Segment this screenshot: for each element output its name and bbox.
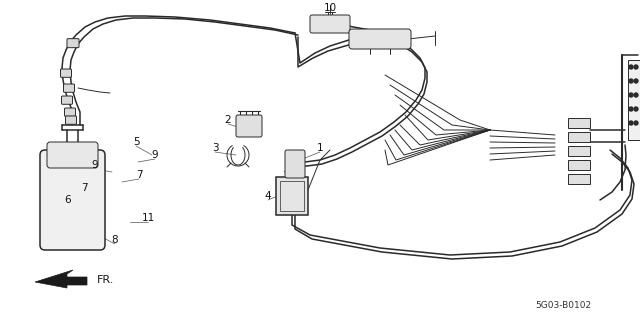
Polygon shape xyxy=(35,270,87,288)
FancyBboxPatch shape xyxy=(285,150,305,178)
Text: 9: 9 xyxy=(92,160,99,170)
Bar xyxy=(568,146,590,156)
Bar xyxy=(628,60,640,140)
Text: 7: 7 xyxy=(81,183,87,193)
Text: 4: 4 xyxy=(265,191,271,201)
Circle shape xyxy=(634,121,638,125)
FancyBboxPatch shape xyxy=(63,84,74,92)
FancyBboxPatch shape xyxy=(349,29,411,49)
FancyBboxPatch shape xyxy=(61,96,72,104)
Text: 3: 3 xyxy=(212,143,218,153)
FancyBboxPatch shape xyxy=(67,39,79,48)
Circle shape xyxy=(629,107,633,111)
FancyBboxPatch shape xyxy=(61,69,72,77)
FancyBboxPatch shape xyxy=(236,115,262,137)
Text: FR.: FR. xyxy=(97,275,115,285)
Text: 2: 2 xyxy=(225,115,231,125)
Circle shape xyxy=(629,93,633,97)
FancyBboxPatch shape xyxy=(47,142,98,168)
Text: 8: 8 xyxy=(112,235,118,245)
Bar xyxy=(568,132,590,142)
Circle shape xyxy=(629,65,633,69)
FancyBboxPatch shape xyxy=(65,116,77,124)
Text: 5G03-B0102: 5G03-B0102 xyxy=(535,300,591,309)
Circle shape xyxy=(634,93,638,97)
Text: 11: 11 xyxy=(141,213,155,223)
Bar xyxy=(568,160,590,170)
Circle shape xyxy=(634,65,638,69)
Text: 6: 6 xyxy=(65,195,71,205)
FancyBboxPatch shape xyxy=(65,108,76,116)
Bar xyxy=(568,174,590,184)
FancyBboxPatch shape xyxy=(40,150,105,250)
Circle shape xyxy=(629,121,633,125)
Circle shape xyxy=(629,79,633,83)
Bar xyxy=(568,118,590,128)
Text: 1: 1 xyxy=(317,143,323,153)
Text: 7: 7 xyxy=(136,170,142,180)
FancyBboxPatch shape xyxy=(310,15,350,33)
Text: 10: 10 xyxy=(323,3,337,13)
Text: 5: 5 xyxy=(132,137,140,147)
Text: 9: 9 xyxy=(152,150,158,160)
FancyBboxPatch shape xyxy=(276,177,308,215)
Circle shape xyxy=(634,79,638,83)
Circle shape xyxy=(634,107,638,111)
